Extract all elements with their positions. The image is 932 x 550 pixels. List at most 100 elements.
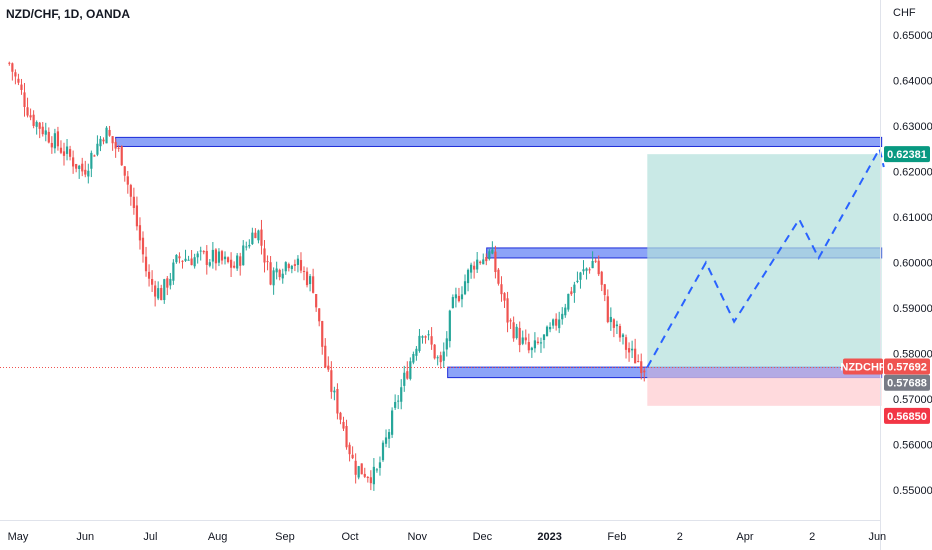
candle-body [403, 372, 406, 386]
candle-body [263, 248, 266, 263]
candle-body [330, 370, 333, 392]
candle-body [272, 270, 275, 286]
candle-body [23, 92, 26, 107]
candle-body [591, 260, 594, 269]
entry-price-label-bg [884, 374, 930, 391]
candle-body [466, 269, 470, 284]
candle-body [506, 298, 509, 323]
candle-body [637, 360, 640, 362]
candle-body [178, 256, 181, 259]
candle-body [421, 336, 424, 338]
y-tick-label: 0.59000 [893, 303, 932, 315]
candle-body [236, 255, 239, 269]
candle-body [457, 295, 461, 302]
candle-body [555, 318, 558, 326]
candle-body [229, 259, 233, 268]
candle-body [181, 260, 184, 262]
candle-body [129, 185, 132, 197]
candle-body [147, 271, 151, 279]
candle-body [627, 348, 631, 353]
candle-body [44, 130, 47, 135]
symbol-price-label: NZDCHF [840, 362, 885, 374]
y-tick-label: 0.60000 [893, 258, 932, 270]
candle-body [302, 271, 306, 273]
candle-body [436, 357, 439, 359]
candle-body [248, 244, 251, 247]
currency-label: CHF [893, 7, 916, 19]
candle-body [175, 254, 178, 263]
candle-body [585, 268, 588, 271]
candle-body [154, 285, 157, 297]
projection-path [646, 146, 885, 368]
y-tick-label: 0.57000 [893, 394, 932, 406]
candle-body [312, 276, 315, 293]
x-tick-label: May [8, 531, 29, 543]
x-tick-label: 2 [809, 531, 815, 543]
candle-body [542, 334, 546, 340]
candle-body [87, 170, 90, 177]
candle-body [123, 166, 126, 176]
candle-body [612, 319, 615, 328]
candle-body [135, 205, 139, 227]
candle-body [214, 249, 218, 264]
candle-body [239, 256, 242, 266]
candle-body [41, 126, 44, 135]
candle-body [603, 284, 606, 296]
candle-body [631, 348, 634, 351]
candle-body [372, 466, 375, 485]
candle-body [491, 249, 494, 254]
candle-body [375, 469, 379, 471]
target-price-label: 0.62381 [887, 149, 927, 161]
candle-body [202, 251, 205, 253]
candle-body [476, 259, 479, 270]
candle-body [400, 387, 403, 402]
candle-body [588, 269, 591, 271]
candle-body [333, 390, 336, 393]
candle-body [305, 271, 309, 286]
candle-body [533, 340, 536, 349]
candle-body [561, 313, 564, 320]
target-price-label-bg [884, 146, 930, 163]
candle-body [524, 337, 527, 341]
candle-body [90, 152, 93, 169]
candle-body [190, 258, 193, 266]
y-tick-label: 0.63000 [893, 121, 932, 133]
candle-body [488, 251, 491, 260]
candle-body [38, 122, 41, 129]
candle-body [548, 326, 552, 330]
y-tick-label: 0.55000 [893, 485, 932, 497]
candle-body [278, 269, 281, 278]
current-price-label: 0.57692 [887, 362, 927, 374]
candle-body [199, 250, 202, 252]
candle-body [609, 316, 612, 323]
candle-body [196, 253, 199, 258]
candle-body [321, 321, 324, 347]
candle-body [515, 326, 518, 338]
stop-zone [647, 367, 882, 406]
candle-body [193, 257, 196, 267]
x-tick-label: Apr [736, 531, 753, 543]
entry-price-label: 0.57688 [887, 378, 927, 390]
candle-body [552, 319, 555, 326]
candle-body [391, 410, 394, 435]
candle-body [615, 324, 619, 327]
candle-body [357, 466, 360, 478]
position-layer [647, 154, 882, 406]
candle-body [163, 279, 166, 301]
candle-body [494, 251, 497, 273]
support-zone-overlay [647, 367, 882, 378]
candle-body [226, 257, 230, 263]
candle-body [397, 400, 400, 402]
candle-body [126, 176, 129, 185]
candle-body [160, 287, 163, 301]
y-tick-label: 0.64000 [893, 76, 932, 88]
candle-body [409, 361, 412, 379]
x-tick-label: Oct [341, 531, 358, 543]
y-tick-label: 0.62000 [893, 167, 932, 179]
price-labels: 0.62381 NZDCHF 0.57692 0.57688 0.56850 [840, 146, 930, 424]
candle-body [157, 288, 160, 299]
candle-body [14, 72, 17, 77]
x-tick-label: Dec [473, 531, 493, 543]
y-tick-label: 0.65000 [893, 30, 932, 42]
